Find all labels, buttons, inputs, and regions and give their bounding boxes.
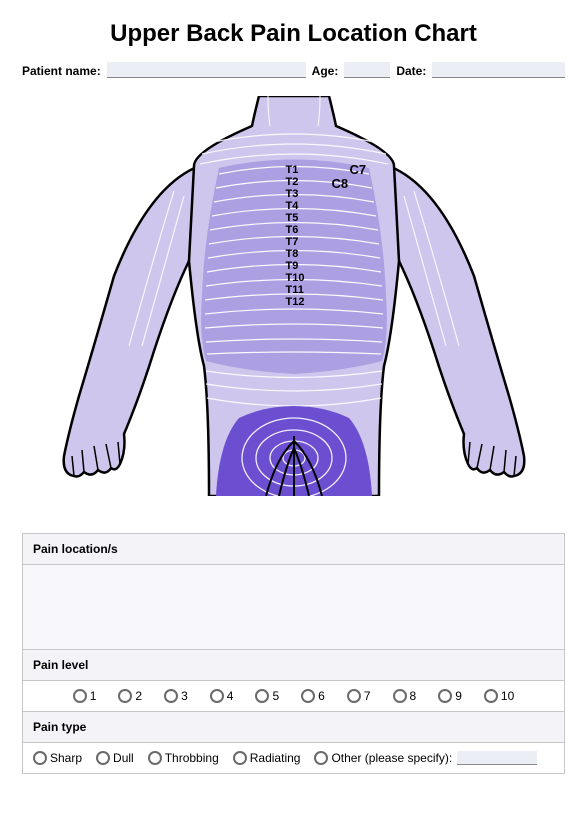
radio-icon — [164, 689, 178, 703]
pain-locations-field[interactable] — [23, 565, 564, 649]
vertebra-label-t8: T8 — [286, 248, 299, 260]
radio-icon — [96, 751, 110, 765]
vertebra-label-t12: T12 — [286, 296, 305, 308]
vertebra-label-t5: T5 — [286, 212, 299, 224]
page: Upper Back Pain Location Chart Patient n… — [0, 0, 587, 796]
vertebra-label-t9: T9 — [286, 260, 299, 272]
pain-level-option-1[interactable]: 1 — [73, 689, 97, 703]
pain-level-option-5[interactable]: 5 — [255, 689, 279, 703]
radio-icon — [118, 689, 132, 703]
pain-locations-section: Pain location/s — [22, 533, 565, 650]
vertebra-label-t2: T2 — [286, 176, 299, 188]
pain-type-option-radiating[interactable]: Radiating — [233, 751, 301, 765]
patient-info-row: Patient name: Age: Date: — [22, 62, 565, 78]
pain-type-option-throbbing[interactable]: Throbbing — [148, 751, 219, 765]
radio-icon — [255, 689, 269, 703]
pain-type-other-field[interactable] — [457, 751, 537, 765]
patient-name-label: Patient name: — [22, 64, 101, 78]
pain-locations-header: Pain location/s — [23, 534, 564, 565]
pain-level-option-7[interactable]: 7 — [347, 689, 371, 703]
radio-icon — [210, 689, 224, 703]
pain-level-option-10[interactable]: 10 — [484, 689, 514, 703]
pain-level-option-2[interactable]: 2 — [118, 689, 142, 703]
vertebra-label-t10: T10 — [286, 272, 305, 284]
radio-icon — [301, 689, 315, 703]
radio-icon — [484, 689, 498, 703]
pain-level-options: 1 2 3 4 5 6 7 8 9 10 — [23, 681, 564, 711]
radio-icon — [438, 689, 452, 703]
anatomy-figure: T1 T2 T3 T4 T5 T6 T7 T8 T9 T10 T11 T12 C… — [54, 96, 534, 496]
pain-type-option-dull[interactable]: Dull — [96, 751, 134, 765]
vertebra-label-c8: C8 — [332, 176, 349, 191]
radio-icon — [393, 689, 407, 703]
date-field[interactable] — [432, 62, 565, 78]
radio-icon — [148, 751, 162, 765]
radio-icon — [233, 751, 247, 765]
vertebra-label-t7: T7 — [286, 236, 299, 248]
pain-type-option-sharp[interactable]: Sharp — [33, 751, 82, 765]
pain-level-option-6[interactable]: 6 — [301, 689, 325, 703]
vertebra-label-t4: T4 — [286, 200, 299, 212]
pain-level-header: Pain level — [23, 650, 564, 681]
vertebra-label-t6: T6 — [286, 224, 299, 236]
vertebra-label-t3: T3 — [286, 188, 299, 200]
vertebra-label-c7: C7 — [350, 162, 367, 177]
anatomy-figure-container: T1 T2 T3 T4 T5 T6 T7 T8 T9 T10 T11 T12 C… — [22, 96, 565, 496]
radio-icon — [73, 689, 87, 703]
pain-level-option-8[interactable]: 8 — [393, 689, 417, 703]
vertebra-label-t1: T1 — [286, 164, 299, 176]
pain-level-option-3[interactable]: 3 — [164, 689, 188, 703]
patient-name-field[interactable] — [107, 62, 306, 78]
vertebra-label-t11: T11 — [286, 284, 304, 296]
page-title: Upper Back Pain Location Chart — [22, 20, 565, 48]
pain-type-header: Pain type — [23, 712, 564, 743]
pain-type-options: Sharp Dull Throbbing Radiating Other (pl… — [23, 743, 564, 773]
date-label: Date: — [396, 64, 426, 78]
age-field[interactable] — [344, 62, 390, 78]
radio-icon — [347, 689, 361, 703]
pain-level-option-9[interactable]: 9 — [438, 689, 462, 703]
radio-icon — [33, 751, 47, 765]
pain-level-option-4[interactable]: 4 — [210, 689, 234, 703]
radio-icon — [314, 751, 328, 765]
pain-type-section: Pain type Sharp Dull Throbbing Radiating… — [22, 711, 565, 774]
pain-type-option-other[interactable]: Other (please specify): — [314, 751, 537, 765]
pain-level-section: Pain level 1 2 3 4 5 6 7 8 9 10 — [22, 649, 565, 712]
age-label: Age: — [312, 64, 339, 78]
